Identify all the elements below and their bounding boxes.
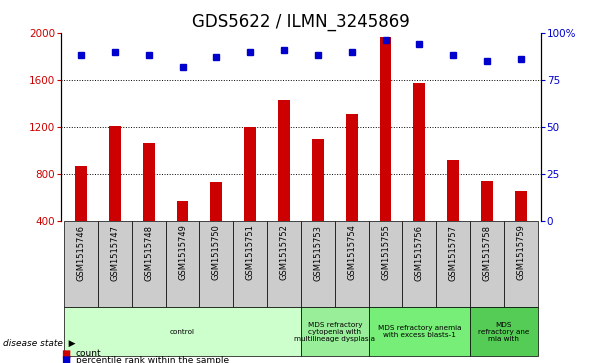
Text: GSM1515755: GSM1515755: [381, 225, 390, 281]
Bar: [210, 182, 223, 221]
Text: ■: ■: [61, 355, 70, 363]
Bar: [64, 221, 98, 307]
Text: GSM1515749: GSM1515749: [178, 225, 187, 281]
Bar: [64, 307, 301, 356]
Text: GSM1515754: GSM1515754: [347, 225, 356, 281]
Bar: [278, 100, 290, 221]
Bar: [447, 160, 459, 221]
Bar: [177, 200, 188, 221]
Text: GSM1515751: GSM1515751: [246, 225, 255, 281]
Title: GDS5622 / ILMN_3245869: GDS5622 / ILMN_3245869: [192, 13, 410, 31]
Bar: [244, 127, 256, 221]
Text: GSM1515758: GSM1515758: [483, 225, 491, 281]
Bar: [301, 307, 368, 356]
Bar: [301, 221, 335, 307]
Bar: [437, 221, 470, 307]
Bar: [368, 221, 402, 307]
Bar: [312, 139, 324, 221]
Bar: [98, 221, 132, 307]
Bar: [402, 221, 437, 307]
Text: GSM1515757: GSM1515757: [449, 225, 458, 281]
Bar: [379, 37, 392, 221]
Text: count: count: [76, 350, 102, 358]
Text: control: control: [170, 329, 195, 335]
Bar: [504, 221, 537, 307]
Bar: [413, 83, 425, 221]
Bar: [267, 221, 301, 307]
Text: GSM1515752: GSM1515752: [280, 225, 289, 281]
Text: GSM1515756: GSM1515756: [415, 225, 424, 281]
Bar: [75, 166, 87, 221]
Bar: [368, 307, 470, 356]
Bar: [199, 221, 233, 307]
Bar: [470, 221, 504, 307]
Text: ■: ■: [61, 349, 70, 359]
Bar: [165, 221, 199, 307]
Text: GSM1515746: GSM1515746: [77, 225, 86, 281]
Text: MDS
refractory ane
mia with: MDS refractory ane mia with: [478, 322, 530, 342]
Bar: [233, 221, 267, 307]
Bar: [481, 181, 493, 221]
Bar: [132, 221, 165, 307]
Bar: [335, 221, 368, 307]
Bar: [515, 191, 527, 221]
Bar: [470, 307, 537, 356]
Text: GSM1515748: GSM1515748: [144, 225, 153, 281]
Bar: [143, 143, 154, 221]
Text: GSM1515759: GSM1515759: [516, 225, 525, 281]
Text: percentile rank within the sample: percentile rank within the sample: [76, 356, 229, 363]
Text: MDS refractory anemia
with excess blasts-1: MDS refractory anemia with excess blasts…: [378, 325, 461, 338]
Text: MDS refractory
cytopenia with
multilineage dysplasia: MDS refractory cytopenia with multilinea…: [294, 322, 375, 342]
Text: disease state  ▶: disease state ▶: [3, 339, 75, 347]
Bar: [109, 126, 121, 221]
Text: GSM1515747: GSM1515747: [111, 225, 119, 281]
Bar: [346, 114, 358, 221]
Text: GSM1515753: GSM1515753: [313, 225, 322, 281]
Text: GSM1515750: GSM1515750: [212, 225, 221, 281]
